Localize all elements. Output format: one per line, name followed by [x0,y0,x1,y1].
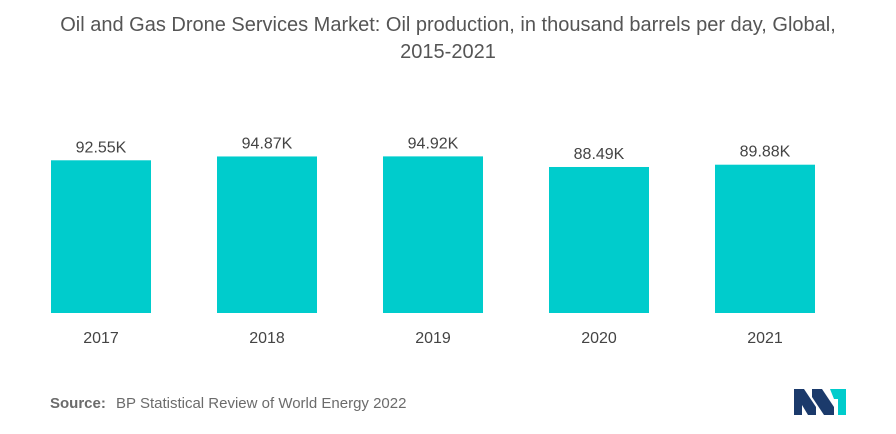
x-tick-label-2021: 2021 [747,330,783,347]
data-label-2018: 94.87K [242,135,293,152]
source-note: Source: BP Statistical Review of World E… [50,395,406,412]
data-label-2021: 89.88K [740,144,791,161]
chart-title: Oil and Gas Drone Services Market: Oil p… [0,12,896,66]
data-label-2020: 88.49K [574,146,625,163]
brand-logo-icon [794,389,846,415]
x-tick-label-2018: 2018 [249,330,285,347]
x-tick-label-2019: 2019 [415,330,451,347]
bar-chart: 92.55K 2017 94.87K 2018 94.92K 2019 88.49K 2020… [51,135,815,347]
bar-2019 [383,156,483,313]
bar-2018 [217,156,317,313]
source-label: Source: [50,395,106,412]
source-text: BP Statistical Review of World Energy 20… [116,395,407,412]
x-tick-label-2017: 2017 [83,330,119,347]
data-label-2017: 92.55K [76,139,127,156]
bar-2020 [549,166,649,313]
bar-2021 [715,164,815,313]
data-label-2019: 94.92K [408,135,459,152]
chart-title-line-2: 2015-2021 [400,41,496,63]
chart-title-line-1: Oil and Gas Drone Services Market: Oil p… [60,14,836,36]
bar-2017 [51,160,151,313]
x-tick-label-2020: 2020 [581,330,617,347]
